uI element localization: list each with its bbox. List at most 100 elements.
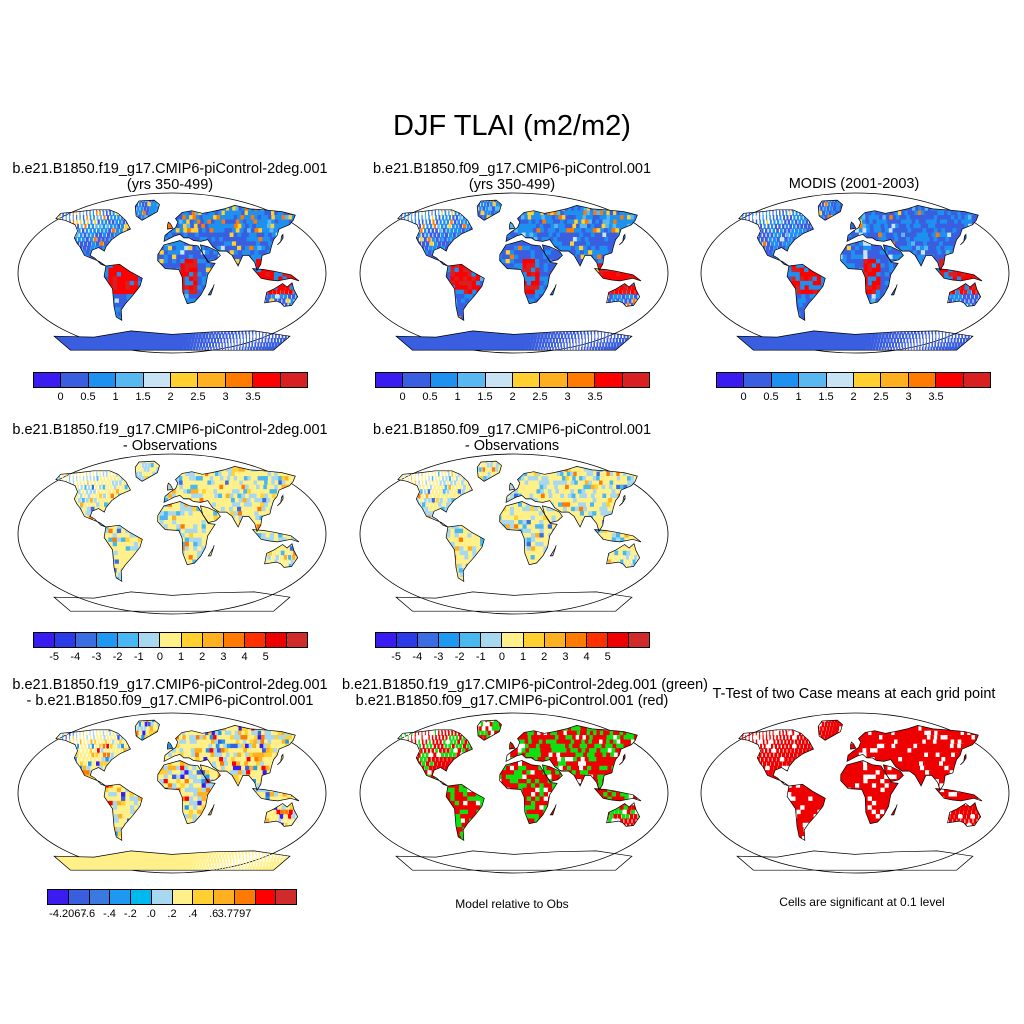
colorbar-tick-label: .6 <box>209 908 219 920</box>
colorbar-swatch <box>430 373 459 387</box>
colorbar-swatch <box>88 373 117 387</box>
map-case2 <box>359 192 669 354</box>
panel-title-case2-minus-obs: b.e21.B1850.f09_g17.CMIP6-piControl.001-… <box>372 422 652 454</box>
note-model-relative: Model relative to Obs <box>455 897 569 911</box>
coastline-uk <box>167 482 174 491</box>
coastline-australia <box>947 282 982 307</box>
coastline-greenland <box>817 719 843 741</box>
coastline-uk <box>850 221 857 230</box>
colorbar-swatch <box>628 633 650 647</box>
panel-title-relative: b.e21.B1850.f19_g17.CMIP6-piControl-2deg… <box>342 677 708 709</box>
coastline-indonesia <box>934 788 983 802</box>
coastline-samerica <box>103 263 143 322</box>
coastline-namerica <box>397 729 473 787</box>
coastline-africa <box>840 760 899 825</box>
colorbar-swatch <box>376 633 398 647</box>
coastline-antarctica <box>53 591 291 612</box>
colorbar-case-diff <box>47 889 297 905</box>
colorbar-tick-label: -1 <box>475 651 486 663</box>
colorbar-swatch <box>280 373 308 387</box>
coastline-antarctica <box>395 850 633 871</box>
coastline-uk <box>167 221 174 230</box>
coastline-eurasia <box>846 725 979 792</box>
colorbar-swatch <box>502 633 524 647</box>
panel-title-case1-minus-obs: b.e21.B1850.f19_g17.CMIP6-piControl-2deg… <box>12 422 328 454</box>
coastline-japan <box>960 753 967 766</box>
colorbar-swatch <box>89 890 111 904</box>
colorbar-tick-label: -.6 <box>82 908 96 920</box>
colorbar-tick-label: 2.5 <box>532 391 548 403</box>
colorbar-tick-label: 3.5 <box>587 391 603 403</box>
colorbar-swatch <box>622 373 650 387</box>
colorbar-tick-label: 2 <box>167 391 174 403</box>
colorbar-tick-label: 3.5 <box>928 391 944 403</box>
colorbar-tick-label: 0 <box>740 391 747 403</box>
colorbar-swatch <box>771 373 800 387</box>
coastline-indonesia <box>251 268 300 282</box>
colorbar-swatch <box>458 373 486 387</box>
colorbar-swatch <box>936 373 964 387</box>
colorbar-tick-label: .4 <box>188 908 198 920</box>
coastline-africa <box>157 760 216 825</box>
coastline-japan <box>619 233 626 246</box>
colorbar-tick-label: .0 <box>146 908 156 920</box>
colorbar-tick-label: -1 <box>133 651 144 663</box>
map-case-diff <box>17 712 327 874</box>
coastline-samerica <box>445 263 485 322</box>
colorbar-swatch <box>223 633 245 647</box>
coastline-australia <box>947 802 982 827</box>
note-significance: Cells are significant at 0.1 level <box>779 895 945 909</box>
coastline-greenland <box>476 199 502 221</box>
colorbar-tick-label: 3.5 <box>245 391 261 403</box>
coastline-eurasia <box>846 205 979 272</box>
colorbar-case1 <box>33 372 308 388</box>
colorbar-tick-label: -4.2067 <box>49 908 87 920</box>
coastline-samerica <box>445 783 485 842</box>
colorbar-tick-label: 2 <box>850 391 857 403</box>
coastline-africa <box>499 501 558 566</box>
colorbar-swatch <box>276 890 296 904</box>
colorbar-swatch <box>854 373 882 387</box>
colorbar-swatch <box>171 373 199 387</box>
coastline-namerica <box>55 729 131 787</box>
colorbar-tick-label: 1 <box>178 651 185 663</box>
colorbar-tick-label: 1 <box>112 391 119 403</box>
colorbar-swatch <box>143 373 172 387</box>
colorbar-tick-label: 3 <box>564 391 571 403</box>
coastline-australia <box>264 543 299 568</box>
coastline-australia <box>264 282 299 307</box>
coastline-greenland <box>476 719 502 741</box>
colorbar-tick-label: 1 <box>454 391 461 403</box>
colorbar-tick-label: 0.5 <box>80 391 96 403</box>
coastline-madagascar <box>549 804 557 816</box>
colorbar-swatch <box>717 373 745 387</box>
coastline-madagascar <box>207 284 215 296</box>
colorbar-swatch <box>481 633 503 647</box>
colorbar-tick-label: -.4 <box>103 908 116 920</box>
colorbar-swatch <box>744 373 772 387</box>
colorbar-swatch <box>253 373 281 387</box>
colorbar-tick-label: 0.5 <box>763 391 779 403</box>
colorbar-swatch <box>48 890 69 904</box>
colorbar-swatch <box>826 373 855 387</box>
colorbar-tick-label: 3.7797 <box>217 908 252 920</box>
coastline-madagascar <box>549 545 557 557</box>
colorbar-tick-label: -3 <box>91 651 102 663</box>
colorbar-swatch <box>439 633 461 647</box>
coastline-australia <box>264 802 299 827</box>
colorbar-swatch <box>68 890 90 904</box>
colorbar-swatch <box>116 373 144 387</box>
coastline-africa <box>499 240 558 305</box>
coastline-madagascar <box>207 545 215 557</box>
colorbar-swatch <box>403 373 431 387</box>
colorbar-tick-label: 2 <box>541 651 548 663</box>
map-case2-minus-obs <box>359 453 669 615</box>
colorbar-swatch <box>225 373 254 387</box>
colorbar-obs <box>716 372 991 388</box>
colorbar-swatch <box>172 890 194 904</box>
colorbar-swatch <box>376 373 404 387</box>
coastline-greenland <box>134 199 160 221</box>
colorbar-tick-label: -3 <box>433 651 444 663</box>
coastline-uk <box>509 482 516 491</box>
colorbar-swatch <box>234 890 256 904</box>
